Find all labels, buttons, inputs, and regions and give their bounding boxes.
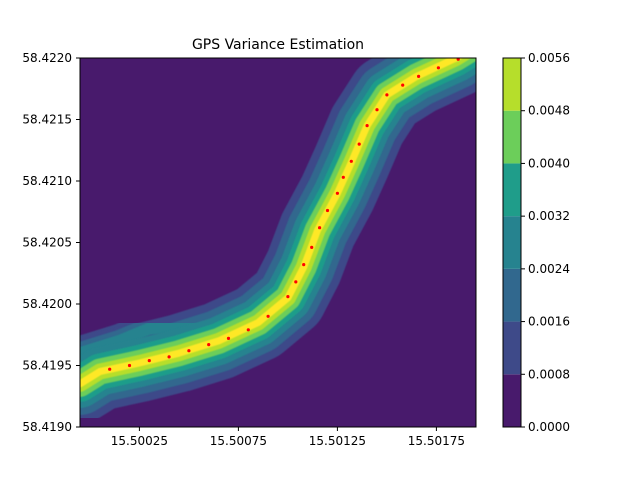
scatter-point-11 xyxy=(302,263,306,267)
scatter-point-3 xyxy=(167,355,171,359)
y-tick-label: 58.4195 xyxy=(22,359,72,373)
chart-title: GPS Variance Estimation xyxy=(192,37,364,53)
colorbar: 0.0000 0.0008 0.0016 0.0024 0.0032 0.0040 0.00… xyxy=(502,51,570,434)
scatter-point-0 xyxy=(108,367,112,371)
colorbar-band-2 xyxy=(503,268,521,322)
scatter-point-23 xyxy=(417,74,421,78)
scatter-point-9 xyxy=(286,295,290,299)
scatter-point-25 xyxy=(456,58,460,61)
scatter-point-8 xyxy=(266,314,270,318)
y-tick-label: 58.4190 xyxy=(22,420,72,434)
scatter-point-22 xyxy=(401,83,405,87)
colorbar-band-0 xyxy=(503,374,521,427)
scatter-point-4 xyxy=(187,349,191,353)
colorbar-tick-label: 0.0024 xyxy=(528,262,570,276)
scatter-point-10 xyxy=(294,280,298,284)
colorbar-frame xyxy=(502,57,522,428)
colorbar-band-1 xyxy=(503,321,521,375)
y-tick-label: 58.4220 xyxy=(22,51,72,65)
colorbar-tick-label: 0.0000 xyxy=(528,420,570,434)
scatter-point-19 xyxy=(365,124,369,128)
scatter-point-5 xyxy=(207,343,211,347)
scatter-point-15 xyxy=(335,191,339,195)
contour-plot-area xyxy=(79,57,477,428)
x-tick-label: 15.50075 xyxy=(210,434,267,448)
colorbar-tick-label: 0.0056 xyxy=(528,51,570,65)
scatter-point-2 xyxy=(147,359,151,363)
colorbar-tick-label: 0.0016 xyxy=(528,315,570,329)
x-tick-label: 15.50025 xyxy=(111,434,168,448)
scatter-point-17 xyxy=(349,159,353,163)
colorbar-tick-label: 0.0032 xyxy=(528,209,570,223)
scatter-point-12 xyxy=(310,245,314,249)
scatter-point-7 xyxy=(246,328,250,332)
colorbar-tick-label: 0.0040 xyxy=(528,156,570,170)
scatter-point-21 xyxy=(385,93,389,97)
x-tick-label: 15.50125 xyxy=(309,434,366,448)
y-axis: 58.4190 58.4195 58.4200 58.4205 58.4210 58.42… xyxy=(22,51,80,434)
y-tick-label: 58.4210 xyxy=(22,174,72,188)
colorbar-band-4 xyxy=(503,163,521,217)
y-tick-label: 58.4215 xyxy=(22,113,72,127)
gps-scatter-points xyxy=(108,58,460,371)
y-tick-label: 58.4200 xyxy=(22,297,72,311)
x-axis: 15.50025 15.50075 15.50125 15.50175 xyxy=(111,427,465,448)
colorbar-band-5 xyxy=(503,110,521,164)
colorbar-tick-label: 0.0048 xyxy=(528,104,570,118)
scatter-point-24 xyxy=(436,66,440,70)
colorbar-band-3 xyxy=(503,216,521,269)
scatter-point-1 xyxy=(127,363,132,368)
scatter-point-16 xyxy=(341,175,345,179)
y-tick-label: 58.4205 xyxy=(22,236,72,250)
scatter-point-14 xyxy=(325,208,330,213)
scatter-point-13 xyxy=(318,226,322,230)
scatter-point-6 xyxy=(226,336,231,340)
scatter-point-20 xyxy=(375,108,379,112)
x-tick-label: 15.50175 xyxy=(408,434,465,448)
colorbar-tick-label: 0.0008 xyxy=(528,367,570,381)
colorbar-band-6 xyxy=(503,58,521,111)
scatter-point-18 xyxy=(357,142,361,146)
